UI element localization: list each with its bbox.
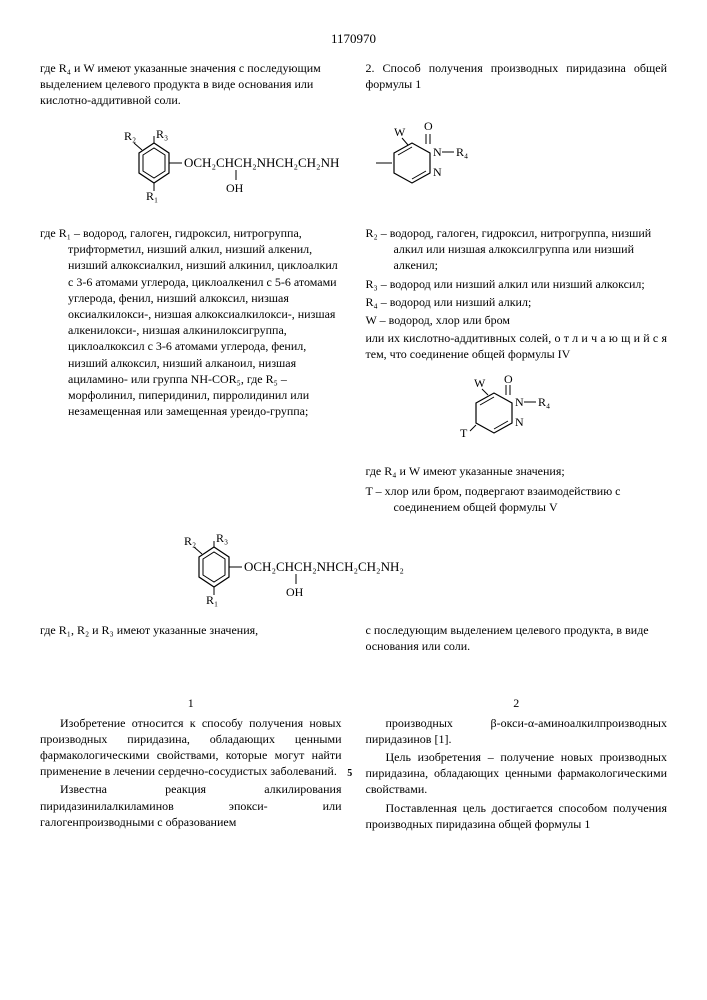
svg-text:OH: OH bbox=[286, 585, 304, 599]
definitions: где R₁ – водород, галоген, гидроксил, ни… bbox=[40, 223, 667, 517]
r2-label: R₂ bbox=[124, 129, 136, 143]
chain-text: OCH₂CHCH₂NHCH₂CH₂NH bbox=[184, 155, 339, 170]
r2-def: R₂ – водород, галоген, гидроксил, нитрог… bbox=[366, 225, 668, 274]
svg-text:N: N bbox=[433, 165, 442, 179]
col1-number: 1 bbox=[40, 695, 342, 711]
line-number-5: 5 bbox=[347, 767, 352, 781]
r1-def: где R₁ – водород, галоген, гидроксил, ни… bbox=[40, 225, 342, 419]
r4-def: R₄ – водород или низший алкил; bbox=[366, 294, 668, 310]
col2-number: 2 bbox=[366, 695, 668, 711]
formula-4: N N W O R₄ T bbox=[366, 373, 668, 453]
w-label: W bbox=[394, 125, 406, 139]
para-4: Цель изобретения – получение новых произ… bbox=[366, 749, 668, 798]
svg-text:OCH₂CHCH₂NHCH₂CH₂NH₂: OCH₂CHCH₂NHCH₂CH₂NH₂ bbox=[244, 559, 404, 574]
w-def: W – водород, хлор или бром bbox=[366, 312, 668, 328]
top-right: 2. Способ получения производных пиридази… bbox=[366, 60, 668, 109]
svg-text:N: N bbox=[515, 395, 524, 409]
formula4-caption: где R₄ и W имеют указанные значения; bbox=[366, 463, 668, 479]
bottom-left: где R₁, R₂ и R₃ имеют указанные значения… bbox=[40, 622, 342, 654]
svg-text:O: O bbox=[504, 373, 513, 386]
top-left: где R₄ и W имеют указанные значения с по… bbox=[40, 60, 342, 109]
svg-text:R₃: R₃ bbox=[216, 531, 228, 545]
t-def: T – хлор или бром, подвергают взаимодейс… bbox=[366, 483, 668, 515]
description-body: 1 Изобретение относится к способу получе… bbox=[40, 695, 667, 835]
svg-text:W: W bbox=[474, 376, 486, 390]
svg-text:T: T bbox=[460, 426, 468, 440]
svg-text:R₂: R₂ bbox=[184, 534, 196, 548]
claim2-intro: 2. Способ получения производных пиридази… bbox=[366, 61, 668, 91]
svg-text:R₁: R₁ bbox=[206, 593, 218, 607]
formula-1: R₂ R₃ R₁ OCH₂CHCH₂NHCH₂CH₂NH OH N N W O … bbox=[40, 118, 667, 213]
bottom-note: где R₁, R₂ и R₃ имеют указанные значения… bbox=[40, 622, 667, 654]
svg-text:R₄: R₄ bbox=[538, 395, 550, 409]
o-label: O bbox=[424, 119, 433, 133]
para-1: Изобретение относится к способу получени… bbox=[40, 715, 342, 780]
tail-text: или их кислотно-аддитивных солей, о т л … bbox=[366, 330, 668, 362]
r4-label: R₄ bbox=[456, 145, 468, 159]
svg-text:N: N bbox=[433, 145, 442, 159]
patent-number: 1170970 bbox=[40, 30, 667, 48]
bottom-right: с последующим выделением целевого продук… bbox=[366, 622, 668, 654]
para-3: производных β-окси-α-аминоалкилпроизводн… bbox=[366, 715, 668, 747]
top-intro: где R₄ и W имеют указанные значения с по… bbox=[40, 60, 667, 109]
oh-label: OH bbox=[226, 181, 244, 195]
formula-5: R₂ R₃ R₁ OCH₂CHCH₂NHCH₂CH₂NH₂ OH bbox=[40, 527, 667, 612]
r3-def: R₃ – водород или низший алкил или низший… bbox=[366, 276, 668, 292]
para-5: Поставленная цель достигается способом п… bbox=[366, 800, 668, 832]
svg-text:N: N bbox=[515, 415, 524, 429]
r1-label: R₁ bbox=[146, 189, 158, 203]
para-2: Известна реакция алкилирования пиридазин… bbox=[40, 781, 342, 830]
r3-label: R₃ bbox=[156, 127, 168, 141]
